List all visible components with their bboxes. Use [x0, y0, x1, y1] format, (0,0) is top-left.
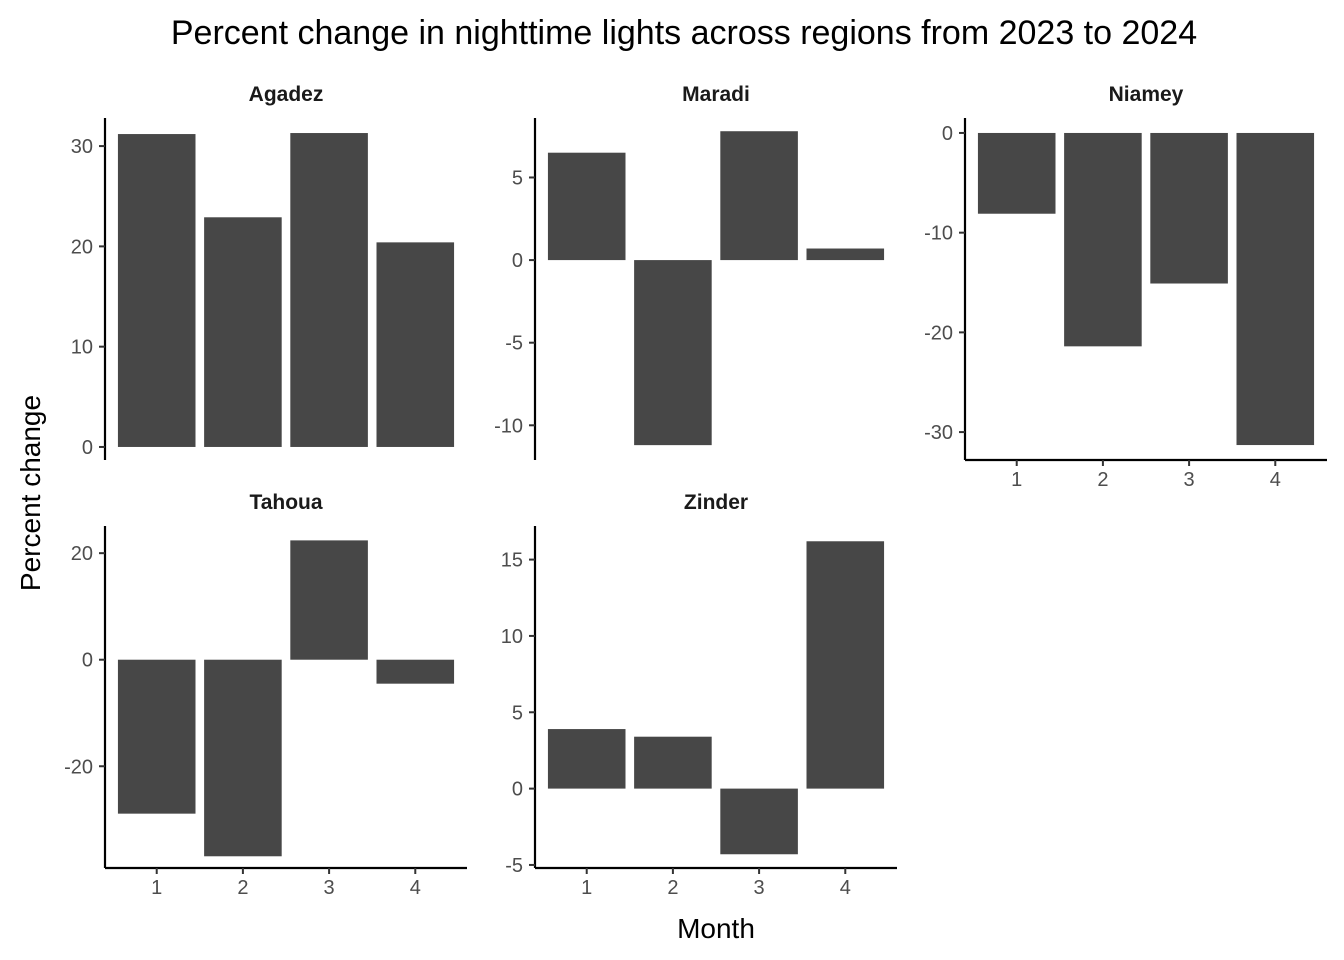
facet-panels: Agadez0102030Maradi-10-505Niamey-30-20-1…	[64, 83, 1327, 899]
x-tick-label: 2	[667, 877, 678, 899]
y-tick-label: 5	[512, 702, 523, 724]
y-tick-label: 5	[512, 167, 523, 189]
bar-maradi-3	[720, 131, 798, 261]
y-tick-label: -10	[924, 223, 953, 245]
facet-maradi: Maradi -10 -5 0 5	[494, 83, 885, 460]
chart-title: Percent change in nighttime lights acros…	[171, 14, 1197, 52]
y-tick-label: 10	[71, 337, 93, 359]
y-tick-label: 20	[71, 543, 93, 565]
facet-agadez: Agadez 0 10 20 30	[71, 83, 455, 460]
bar-maradi-4	[806, 248, 885, 261]
y-tick-label: 30	[71, 136, 93, 158]
bar-agadez-1	[117, 134, 196, 447]
bar-tahoua-3	[290, 540, 368, 660]
y-tick-label: 15	[501, 550, 523, 572]
x-tick-label: 3	[324, 877, 335, 899]
bar-zinder-4	[806, 541, 885, 789]
y-tick-label: 0	[82, 650, 93, 672]
facet-title: Zinder	[684, 491, 748, 514]
x-tick-label: 1	[1011, 469, 1022, 491]
x-tick-label: 1	[581, 877, 592, 899]
y-tick-label: -20	[64, 756, 93, 778]
x-tick-label: 2	[1097, 469, 1108, 491]
bar-tahoua-4	[376, 659, 455, 684]
bar-agadez-4	[376, 242, 455, 447]
x-axis-label: Month	[677, 913, 755, 944]
bar-zinder-1	[547, 729, 626, 789]
y-tick-label: -20	[924, 322, 953, 344]
x-tick-label: 3	[754, 877, 765, 899]
y-tick-label: 0	[82, 437, 93, 459]
bar-zinder-2	[634, 736, 712, 789]
bar-niamey-4	[1236, 132, 1315, 446]
facet-zinder: Zinder -5 0 5 10 15 1 2 3 4	[501, 491, 897, 899]
facet-title: Agadez	[249, 83, 324, 106]
x-tick-label: 4	[410, 877, 421, 899]
y-tick-label: -10	[494, 415, 523, 437]
x-tick-label: 1	[151, 877, 162, 899]
facet-title: Tahoua	[249, 491, 322, 514]
bar-tahoua-1	[117, 659, 196, 814]
y-tick-label: -5	[505, 333, 523, 355]
bar-niamey-3	[1150, 132, 1228, 284]
bar-tahoua-2	[204, 659, 282, 857]
bar-agadez-2	[204, 217, 282, 447]
x-tick-label: 2	[237, 877, 248, 899]
bar-niamey-1	[977, 132, 1056, 214]
y-axis-label: Percent change	[15, 395, 46, 591]
y-tick-label: 10	[501, 626, 523, 648]
y-tick-label: 0	[512, 779, 523, 801]
facet-niamey: Niamey -30 -20 -10 0 1 2 3 4	[924, 83, 1327, 491]
bar-zinder-3	[720, 788, 798, 855]
x-tick-label: 4	[1270, 469, 1281, 491]
facet-title: Niamey	[1109, 83, 1184, 106]
y-tick-label: 0	[942, 123, 953, 145]
y-tick-label: -30	[924, 422, 953, 444]
facet-tahoua: Tahoua -20 0 20 1 2 3 4	[64, 491, 467, 899]
facet-title: Maradi	[682, 83, 750, 106]
x-tick-label: 4	[840, 877, 851, 899]
y-tick-label: 0	[512, 250, 523, 272]
y-tick-label: 20	[71, 236, 93, 258]
x-tick-label: 3	[1184, 469, 1195, 491]
bar-maradi-1	[547, 152, 626, 261]
bar-niamey-2	[1064, 132, 1142, 347]
bar-maradi-2	[634, 260, 712, 446]
bar-agadez-3	[290, 133, 368, 447]
y-tick-label: -5	[505, 855, 523, 877]
